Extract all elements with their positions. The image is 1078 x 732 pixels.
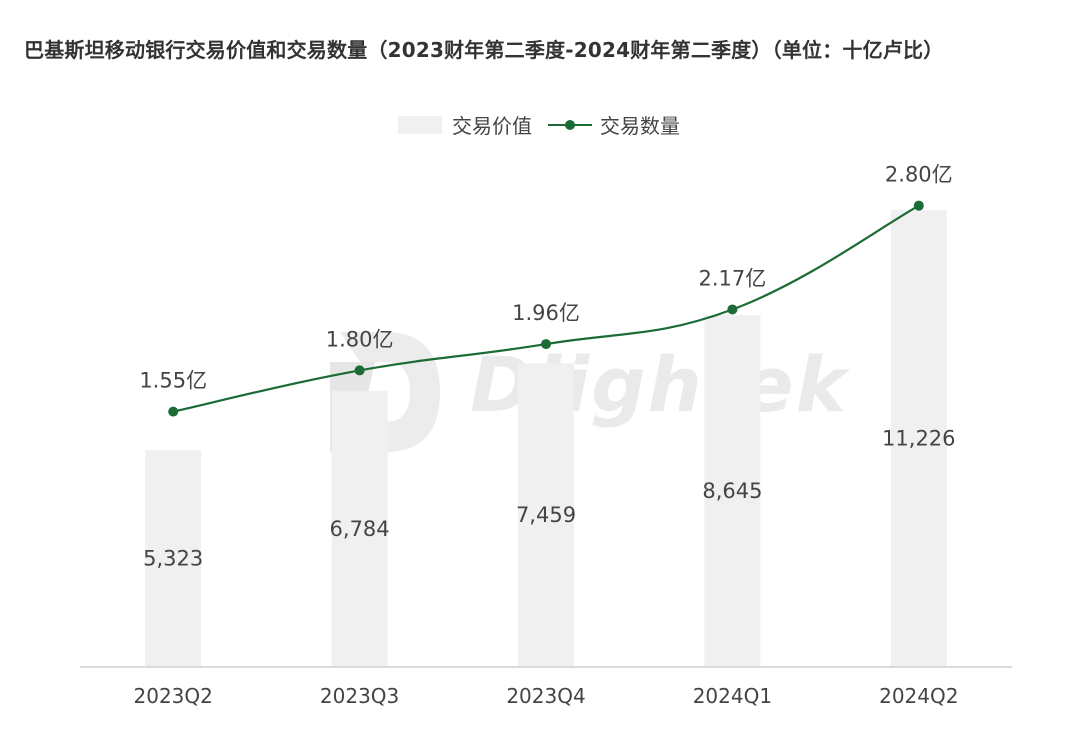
legend-line-swatch — [548, 119, 592, 131]
x-tick-label-2023Q4: 2023Q4 — [506, 684, 585, 708]
x-tick-label-2024Q2: 2024Q2 — [879, 684, 958, 708]
count-point-label-2023Q4: 1.96亿 — [512, 301, 580, 325]
value-bar-2024Q1 — [704, 315, 761, 667]
legend-line-label: 交易数量 — [600, 114, 680, 138]
count-point-2023Q4 — [541, 339, 551, 350]
legend-bar-label: 交易价值 — [452, 114, 532, 138]
x-tick-label-2023Q3: 2023Q3 — [320, 684, 399, 708]
bar-value-label-2024Q1: 8,645 — [702, 479, 762, 503]
count-point-label-2024Q2: 2.80亿 — [885, 163, 953, 187]
bar-value-label-2023Q4: 7,459 — [516, 503, 576, 527]
count-point-label-2024Q1: 2.17亿 — [699, 266, 767, 290]
value-bar-2024Q2 — [890, 210, 947, 667]
count-point-label-2023Q2: 1.55亿 — [139, 369, 207, 393]
value-bar-2023Q4 — [518, 363, 574, 667]
count-point-2024Q2 — [913, 200, 924, 211]
bar-value-label-2023Q2: 5,323 — [143, 547, 203, 571]
legend-bar-swatch — [398, 115, 442, 134]
x-tick-label-2023Q2: 2023Q2 — [134, 684, 213, 708]
legend-item-value: 交易价值 — [398, 110, 532, 139]
x-tick-label-2024Q1: 2024Q1 — [693, 684, 772, 708]
bar-value-label-2023Q3: 6,784 — [330, 517, 390, 541]
value-bar-2023Q3 — [331, 390, 388, 667]
count-point-2023Q3 — [354, 365, 365, 376]
value-bar-2023Q2 — [145, 450, 202, 667]
count-point-2024Q1 — [727, 304, 738, 315]
count-point-2023Q2 — [168, 406, 179, 417]
chart-legend: 交易价值 交易数量 — [0, 110, 1078, 139]
bar-value-label-2024Q2: 11,226 — [882, 427, 955, 451]
count-point-label-2023Q3: 1.80亿 — [326, 327, 394, 351]
chart-title: 巴基斯坦移动银行交易价值和交易数量（2023财年第二季度-2024财年第二季度）… — [24, 38, 944, 62]
legend-item-count: 交易数量 — [548, 110, 680, 139]
